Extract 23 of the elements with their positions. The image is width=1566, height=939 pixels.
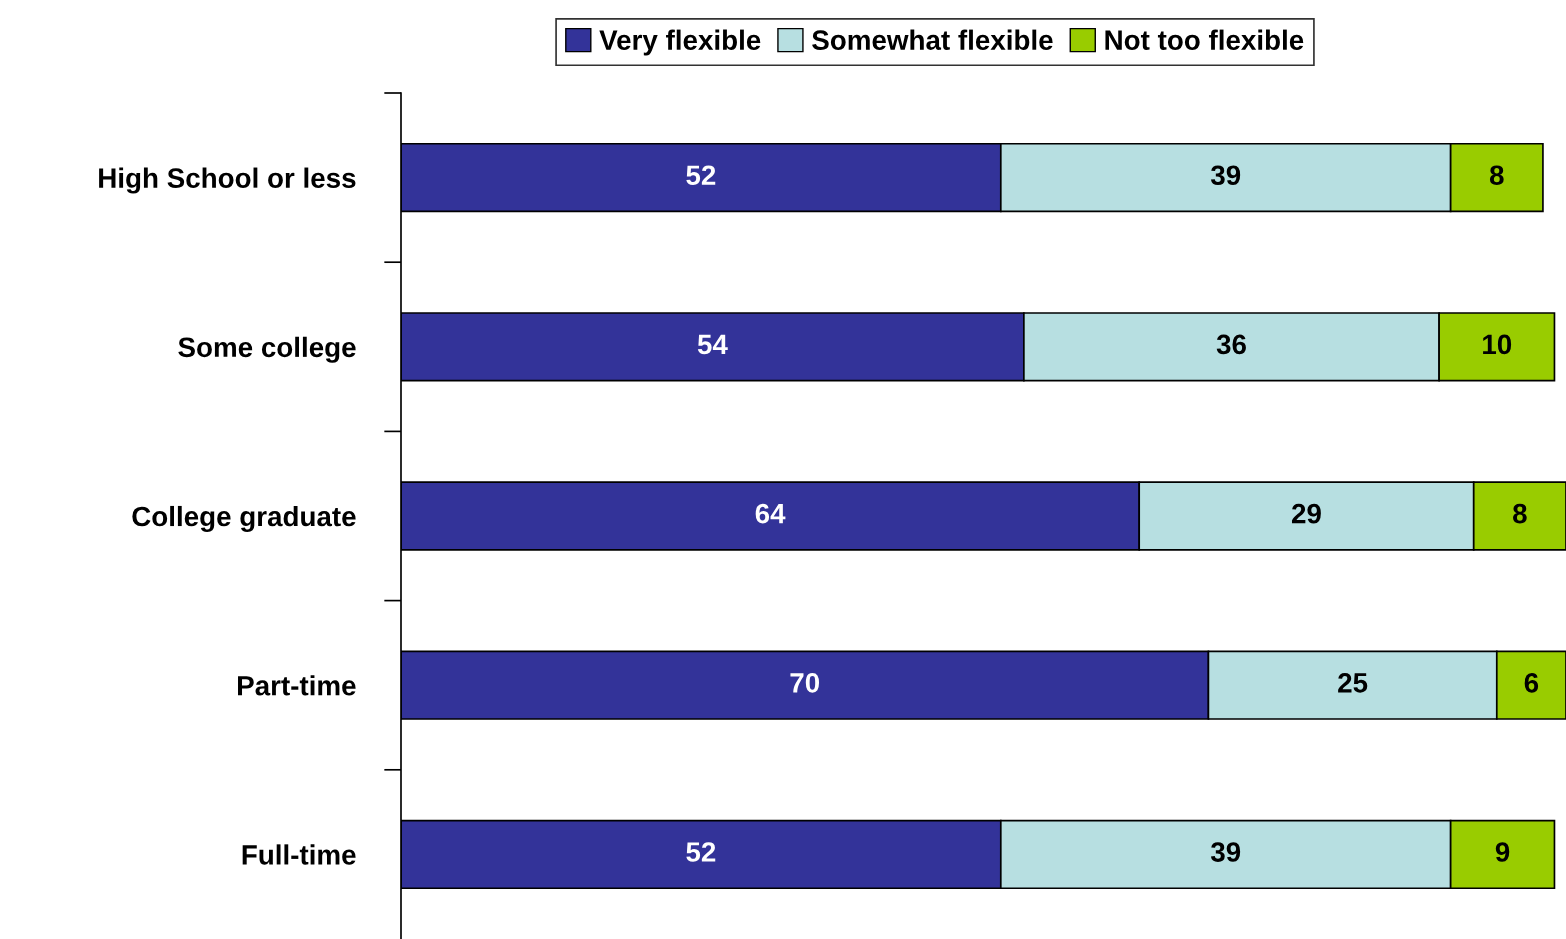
y-tick-label: Some college (178, 336, 356, 363)
y-tick-label: College graduate (132, 505, 356, 532)
data-label: 54 (697, 334, 728, 355)
y-tick-label: High School or less (99, 167, 356, 194)
data-label: 25 (1338, 672, 1368, 693)
data-label: 8 (1489, 165, 1504, 186)
legend-label: Very flexible (599, 29, 761, 56)
legend-label: Somewhat flexible (812, 29, 1053, 50)
data-label: 64 (755, 503, 786, 524)
y-tick-label: Part-time (238, 675, 356, 696)
data-label: 70 (790, 672, 820, 693)
data-label: 39 (1210, 842, 1241, 862)
data-label: 6 (1524, 672, 1539, 693)
data-label: 9 (1495, 842, 1510, 862)
data-label: 52 (686, 165, 716, 186)
data-label: 29 (1291, 503, 1321, 524)
data-label: 39 (1210, 165, 1241, 186)
y-tick-label: Full-time (242, 844, 356, 865)
legend-label: Not too flexible (1105, 29, 1304, 50)
data-label: 8 (1513, 503, 1527, 524)
data-label: 10 (1483, 334, 1512, 355)
data-label: 52 (686, 842, 716, 862)
data-label: 36 (1216, 334, 1246, 355)
